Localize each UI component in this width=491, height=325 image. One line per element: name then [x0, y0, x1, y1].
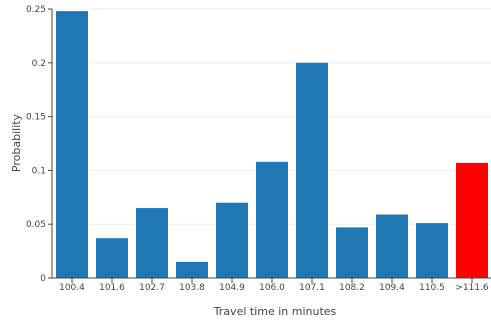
x-tick-labels: 100.4 101.6 102.7 103.8 104.9 106.0 107.1 108.2… [59, 283, 489, 293]
bars [56, 11, 488, 278]
x-tick-label: >111.6 [455, 283, 489, 293]
bar-101-6 [96, 238, 128, 278]
y-tick-label: 0.05 [26, 220, 46, 230]
x-tick-label: 108.2 [339, 283, 365, 293]
x-tick-label: 101.6 [99, 283, 125, 293]
bar-104-9 [216, 202, 248, 278]
y-tick-label: 0.15 [26, 113, 46, 123]
bar-109-4 [376, 214, 408, 278]
y-tick-label: 0.25 [26, 5, 46, 15]
x-tick-label: 100.4 [59, 283, 85, 293]
x-tick-label: 103.8 [179, 283, 205, 293]
x-tick-label: 107.1 [299, 283, 325, 293]
x-axis-title: Travel time in minutes [213, 305, 337, 318]
bar-106-0 [256, 161, 288, 278]
bar-103-8 [176, 261, 208, 278]
bar-107-1 [296, 62, 328, 278]
bar-102-7 [136, 208, 168, 278]
bar-110-5 [416, 223, 448, 278]
x-tick-label: 109.4 [379, 283, 405, 293]
x-tick-label: 106.0 [259, 283, 285, 293]
y-axis-title: Probability [10, 113, 23, 172]
axes [48, 8, 491, 283]
y-tick-label: 0 [40, 274, 46, 284]
y-tick-label: 0.1 [32, 166, 46, 176]
bar-100-4 [56, 11, 88, 278]
bar--111-6 [456, 162, 488, 278]
x-tick-label: 102.7 [139, 283, 165, 293]
bar-108-2 [336, 227, 368, 278]
y-tick-label: 0.2 [32, 59, 46, 69]
y-tick-labels: 0 0.05 0.1 0.15 0.2 0.25 [26, 5, 46, 284]
x-tick-label: 104.9 [219, 283, 245, 293]
x-tick-label: 110.5 [419, 283, 445, 293]
